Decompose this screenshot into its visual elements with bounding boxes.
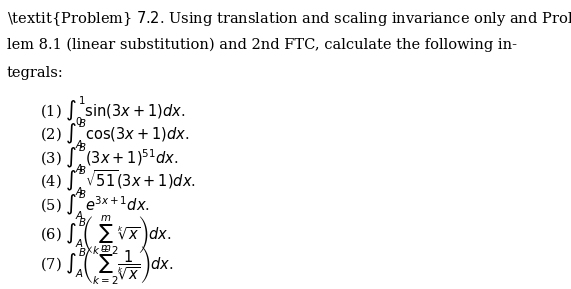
Text: (3) $\int_A^B (3x+1)^{51}dx$.: (3) $\int_A^B (3x+1)^{51}dx$.: [40, 141, 179, 175]
Text: \textit{Problem} $7.2$. Using translation and scaling invariance only and Prob-: \textit{Problem} $7.2$. Using translatio…: [7, 9, 571, 28]
Text: (5) $\int_A^B e^{3x+1}dx$.: (5) $\int_A^B e^{3x+1}dx$.: [40, 188, 150, 222]
Text: (7) $\int_A^B\!\left(\sum_{k=2}^{m} \dfrac{1}{\sqrt[k]{x}}\right)dx$.: (7) $\int_A^B\!\left(\sum_{k=2}^{m} \dfr…: [40, 244, 174, 287]
Text: (6) $\int_A^B\!\left(\sum_{k=2}^{m} \sqrt[k]{x}\right)dx$.: (6) $\int_A^B\!\left(\sum_{k=2}^{m} \sqr…: [40, 214, 172, 257]
Text: tegrals:: tegrals:: [7, 66, 64, 80]
Text: (1) $\int_0^1 \sin(3x+1)dx$.: (1) $\int_0^1 \sin(3x+1)dx$.: [40, 94, 186, 128]
Text: lem 8.1 (linear substitution) and 2nd FTC, calculate the following in-: lem 8.1 (linear substitution) and 2nd FT…: [7, 37, 517, 52]
Text: (2) $\int_A^B \cos(3x+1)dx$.: (2) $\int_A^B \cos(3x+1)dx$.: [40, 118, 190, 151]
Text: (4) $\int_A^B \sqrt{51}(3x+1)dx$.: (4) $\int_A^B \sqrt{51}(3x+1)dx$.: [40, 165, 196, 198]
